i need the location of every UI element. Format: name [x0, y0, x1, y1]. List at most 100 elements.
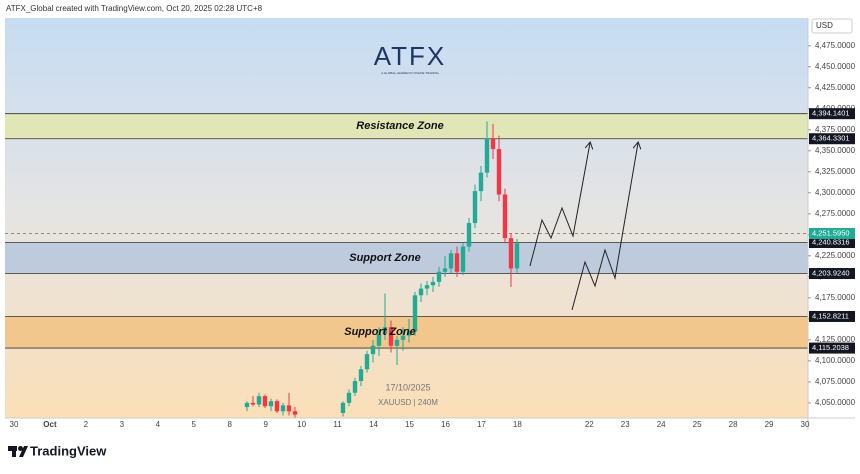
candle-body: [292, 411, 298, 415]
logo-mark: [8, 446, 17, 451]
x-tick-label: 25: [693, 420, 702, 429]
x-tick-label: 18: [513, 420, 522, 429]
candle-body: [250, 402, 256, 405]
last-price-box: [809, 227, 855, 239]
candle-body: [346, 392, 352, 403]
zone-label: Resistance Zone: [356, 120, 443, 132]
logo: ATFX: [374, 41, 447, 71]
x-tick-label: Oct: [43, 420, 57, 429]
candle-body: [508, 238, 514, 269]
candle-body: [418, 288, 424, 296]
x-tick-label: 2: [84, 420, 89, 429]
y-tick-label: 4,275.0000: [815, 209, 856, 218]
last-price-label: 4,251.5950: [812, 228, 850, 237]
x-tick-label: 8: [228, 420, 233, 429]
candle-body: [448, 253, 454, 269]
candle-body: [340, 402, 346, 413]
candle-body: [364, 354, 370, 370]
candle-body: [484, 138, 490, 173]
candle-body: [430, 281, 436, 286]
candle-body: [244, 402, 250, 408]
plot-background: [5, 18, 808, 418]
x-tick-label: 14: [369, 420, 378, 429]
price-box: [809, 268, 855, 280]
candle-body: [358, 369, 364, 382]
price-box-label: 4,115.2038: [812, 343, 849, 352]
price-box-label: 4,364.3301: [812, 134, 850, 143]
watermark-symbol: XAUUSD | 240M: [378, 398, 438, 407]
x-tick-label: 5: [192, 420, 197, 429]
y-tick-label: 4,225.0000: [815, 251, 856, 260]
currency: USD: [816, 21, 833, 30]
footer: TradingView: [30, 443, 107, 458]
y-tick-label: 4,075.0000: [815, 377, 856, 386]
candle-body: [490, 138, 496, 150]
logo-tagline: A GLOBAL LEADER IN ONLINE TRADING: [381, 71, 439, 75]
candle-body: [256, 396, 262, 405]
y-tick-label: 4,375.0000: [815, 125, 856, 134]
candle-body: [436, 271, 442, 282]
candle-body: [280, 405, 286, 412]
candle-body: [442, 268, 448, 272]
zone: [5, 113, 808, 139]
x-tick-label: 24: [657, 420, 666, 429]
zone-label: Support Zone: [344, 326, 416, 338]
x-tick-label: 30: [801, 420, 810, 429]
candle-body: [370, 345, 376, 355]
candle-body: [286, 405, 292, 412]
x-tick-label: 28: [729, 420, 738, 429]
logo-mark: [18, 446, 23, 451]
x-tick-label: 15: [405, 420, 414, 429]
x-tick-label: 10: [297, 420, 306, 429]
candle-body: [376, 333, 382, 346]
x-tick-label: 22: [585, 420, 594, 429]
logo-mark: [19, 446, 28, 457]
price-box: [809, 133, 855, 145]
zone: [5, 242, 808, 274]
x-tick-label: 23: [621, 420, 630, 429]
x-tick-label: 11: [333, 420, 342, 429]
y-tick-label: 4,050.0000: [815, 398, 856, 407]
candle-body: [400, 335, 406, 340]
zone: [5, 316, 808, 349]
x-tick-label: 9: [263, 420, 268, 429]
y-tick-label: 4,300.0000: [815, 188, 856, 197]
watermark-date: 17/10/2025: [385, 382, 430, 392]
y-tick-label: 4,175.0000: [815, 293, 856, 302]
candle-body: [514, 243, 520, 269]
candle-body: [268, 401, 274, 407]
candle-body: [274, 401, 280, 412]
candle-body: [406, 331, 412, 336]
candle-body: [496, 149, 502, 195]
projection-arrow: [571, 143, 638, 311]
candle-body: [478, 172, 484, 192]
candle-body: [262, 396, 268, 407]
candle-body: [352, 381, 358, 393]
candle-body: [472, 191, 478, 224]
x-tick-label: 4: [156, 420, 161, 429]
y-tick-label: 4,325.0000: [815, 167, 856, 176]
zone-label: Support Zone: [349, 252, 421, 264]
x-tick-label: 30: [10, 420, 19, 429]
price-box-label: 4,394.1401: [812, 109, 850, 118]
candle-body: [454, 253, 460, 272]
price-box-label: 4,203.9240: [812, 269, 850, 278]
header: ATFX_Global created with TradingView.com…: [6, 4, 263, 13]
price-box-label: 4,240.8316: [812, 237, 850, 246]
x-tick-label: 3: [120, 420, 125, 429]
currency-box: [811, 18, 853, 34]
footer-logo: TradingView: [8, 443, 107, 458]
candle-body: [394, 339, 400, 346]
y-tick-label: 4,100.0000: [815, 356, 856, 365]
y-tick-label: 4,425.0000: [815, 83, 856, 92]
candle-body: [502, 194, 508, 239]
price-box: [809, 108, 855, 120]
candle-body: [388, 327, 394, 346]
price-box: [809, 310, 855, 322]
x-tick-label: 29: [765, 420, 774, 429]
y-tick-label: 4,350.0000: [815, 146, 856, 155]
candle-body: [382, 327, 388, 334]
candle-body: [412, 295, 418, 332]
